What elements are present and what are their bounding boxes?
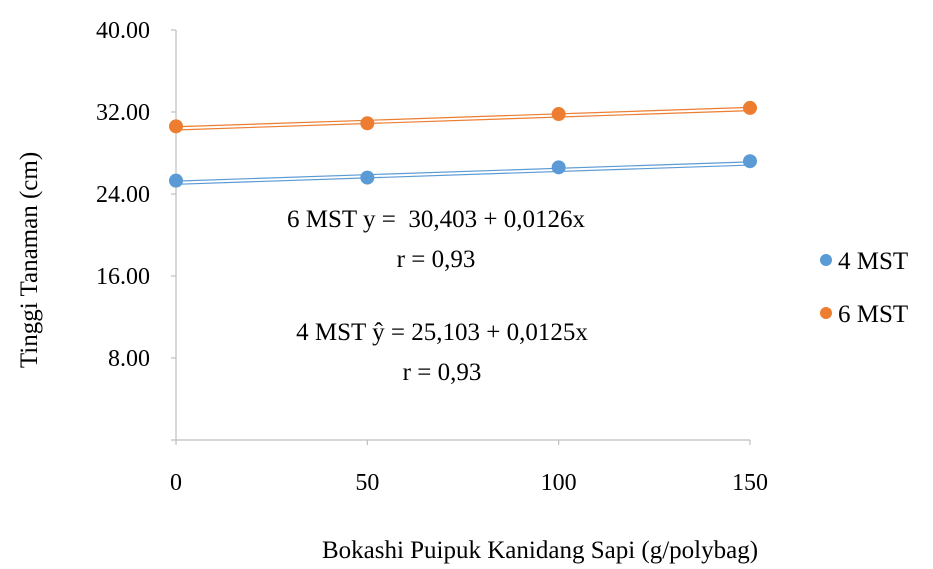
legend-item-4mst: 4 MST	[820, 248, 908, 275]
y-tick-label: 16.00	[96, 264, 150, 290]
point-6mst	[360, 116, 375, 131]
legend-label-6mst: 6 MST	[838, 301, 908, 328]
annotation-4mst-r: r = 0,93	[403, 359, 482, 386]
annotation-4mst: 4 MST ŷ = 25,103 + 0,0125x r = 0,93	[296, 319, 588, 386]
annotation-4mst-equation: 4 MST ŷ = 25,103 + 0,0125x	[296, 319, 588, 346]
x-axis-ticks: 0 50 100 150	[170, 440, 768, 496]
trendlines	[175, 106, 751, 185]
x-tick-label: 50	[355, 470, 379, 496]
y-tick-label: 40.00	[96, 18, 150, 44]
y-tick-label: 32.00	[96, 100, 150, 126]
point-6mst	[169, 119, 183, 134]
legend-marker-6mst	[820, 307, 832, 319]
point-4mst	[551, 160, 566, 175]
trendline-6mst	[175, 109, 751, 131]
data-points	[169, 100, 757, 188]
x-tick-label: 150	[732, 470, 768, 496]
y-axis-ticks: 8.00 16.00 24.00 32.00 40.00	[96, 18, 176, 441]
point-4mst	[169, 173, 183, 188]
y-axis-title: Tinggi Tanaman (cm)	[16, 152, 43, 368]
annotation-6mst: 6 MST y = 30,403 + 0,0126x r = 0,93	[287, 206, 585, 273]
annotation-6mst-equation: 6 MST y = 30,403 + 0,0126x	[287, 206, 585, 233]
y-tick-label: 24.00	[96, 182, 150, 208]
legend-marker-4mst	[820, 254, 832, 266]
point-4mst	[360, 170, 375, 185]
legend-item-6mst: 6 MST	[820, 301, 908, 328]
trendline-4mst	[175, 164, 751, 185]
trendline-4mst	[175, 161, 751, 182]
y-tick-label: 8.00	[108, 346, 150, 372]
legend-label-4mst: 4 MST	[838, 248, 908, 275]
annotation-6mst-r: r = 0,93	[397, 246, 476, 273]
trendline-6mst	[175, 106, 751, 128]
point-6mst	[743, 100, 757, 115]
x-axis-title: Bokashi Puipuk Kanidang Sapi (g/polybag)	[322, 537, 758, 564]
point-6mst	[551, 107, 566, 122]
x-tick-label: 0	[170, 470, 182, 496]
x-tick-label: 100	[541, 470, 577, 496]
legend: 4 MST 6 MST	[820, 248, 908, 328]
point-4mst	[743, 154, 757, 169]
